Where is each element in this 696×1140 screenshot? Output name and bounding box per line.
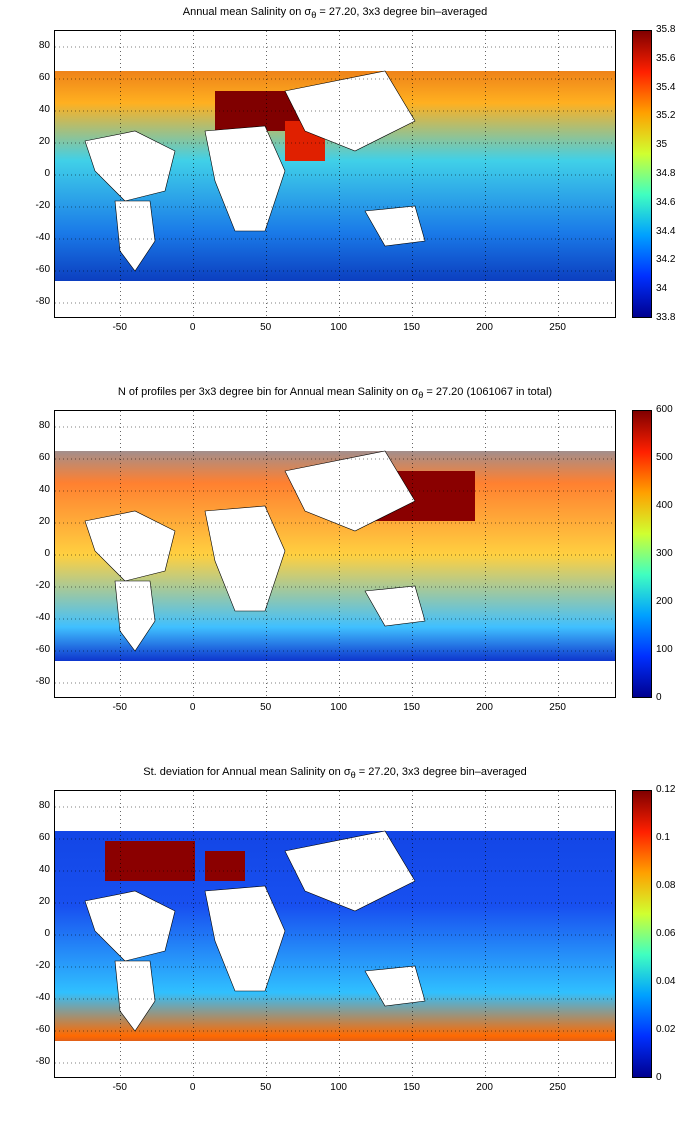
colorbar-tick-label: 0.04 [656,976,676,987]
colorbar-tick-label: 0.02 [656,1024,676,1035]
y-tick-label: -40 [35,992,50,1003]
x-tick-label: 0 [189,702,196,713]
colorbar-tick-label: 34.2 [656,254,676,266]
x-tick-label: 50 [260,322,272,333]
y-tick-label: 80 [38,420,50,431]
colorbar-tick-label: 35.6 [656,52,676,64]
colorbar-tick-label: 35.8 [656,24,676,35]
y-tick-label: 80 [38,800,50,811]
x-tick-label: 200 [476,1082,493,1093]
y-tick-label: -80 [35,1056,50,1067]
colorbar [632,790,652,1078]
x-tick-label: 150 [403,1082,420,1093]
panel-title: Annual mean Salinity on σθ = 27.20, 3x3 … [182,6,488,21]
colorbar-tick-label: 34.8 [656,168,676,179]
colorbar-tick-label: 0 [656,692,662,703]
y-tick-label: 0 [44,548,50,559]
salinity-map [54,30,616,318]
colorbar-tick-label: 500 [656,452,673,463]
y-tick-label: 40 [38,484,50,495]
colorbar-tick-label: 300 [656,548,673,559]
y-tick-label: 60 [38,72,50,83]
x-tick-label: 250 [549,702,566,713]
y-tick-label: -40 [35,612,50,623]
y-tick-label: 0 [44,928,50,939]
colorbar [632,30,652,318]
y-tick-label: -60 [35,264,50,275]
y-tick-label: -80 [35,296,50,307]
x-tick-label: 100 [330,1082,347,1093]
x-tick-label: 200 [476,322,493,333]
y-tick-label: -20 [35,200,50,211]
x-tick-label: 100 [330,702,347,713]
colorbar-tick-label: 0.1 [656,832,670,843]
colorbar-tick-label: 35 [656,139,668,151]
x-tick-label: 50 [260,702,272,713]
colorbar-tick-label: 400 [656,500,673,511]
y-tick-label: 40 [38,864,50,875]
y-tick-label: 40 [38,104,50,115]
y-tick-label: -60 [35,1024,50,1035]
y-tick-label: -80 [35,676,50,687]
colorbar-tick-label: 0 [656,1072,662,1083]
x-tick-label: 50 [260,1082,272,1093]
x-tick-label: 150 [403,702,420,713]
colorbar-tick-label: 200 [656,596,673,607]
x-tick-label: 100 [330,322,347,333]
colorbar-tick-label: 100 [656,644,673,655]
y-tick-label: 20 [38,516,50,527]
salinity-panel: Annual mean Salinity on σθ = 27.20, 3x3 … [0,0,696,380]
panel-title: St. deviation for Annual mean Salinity o… [143,766,527,781]
x-tick-label: 150 [403,322,420,333]
colorbar-tick-label: 0.12 [656,784,676,795]
stdev-map [54,790,616,1078]
colorbar-tick-label: 35.4 [656,81,676,93]
stdev-panel: St. deviation for Annual mean Salinity o… [0,760,696,1140]
y-tick-label: -60 [35,644,50,655]
profiles-panel: N of profiles per 3x3 degree bin for Ann… [0,380,696,760]
y-tick-label: 60 [38,832,50,843]
y-tick-label: -20 [35,960,50,971]
profiles-map [54,410,616,698]
x-tick-label: 0 [189,322,196,333]
colorbar-tick-label: 34.4 [656,225,676,237]
x-tick-label: -50 [112,322,127,333]
x-tick-label: 0 [189,1082,196,1093]
colorbar-tick-label: 33.8 [656,312,676,323]
x-tick-label: 250 [549,1082,566,1093]
panel-title: N of profiles per 3x3 degree bin for Ann… [117,386,553,401]
colorbar [632,410,652,698]
colorbar-tick-label: 35.2 [656,110,676,122]
colorbar-tick-label: 0.08 [656,880,676,891]
y-tick-label: 20 [38,896,50,907]
colorbar-tick-label: 34.6 [656,196,676,208]
y-tick-label: 60 [38,452,50,463]
colorbar-tick-label: 0.06 [656,928,676,939]
y-tick-label: -20 [35,580,50,591]
y-tick-label: 80 [38,40,50,51]
y-tick-label: 20 [38,136,50,147]
x-tick-label: 250 [549,322,566,333]
x-tick-label: -50 [112,702,127,713]
y-tick-label: -40 [35,232,50,243]
x-tick-label: -50 [112,1082,127,1093]
colorbar-tick-label: 600 [656,404,673,415]
y-tick-label: 0 [44,168,50,179]
colorbar-tick-label: 34 [656,283,668,295]
x-tick-label: 200 [476,702,493,713]
